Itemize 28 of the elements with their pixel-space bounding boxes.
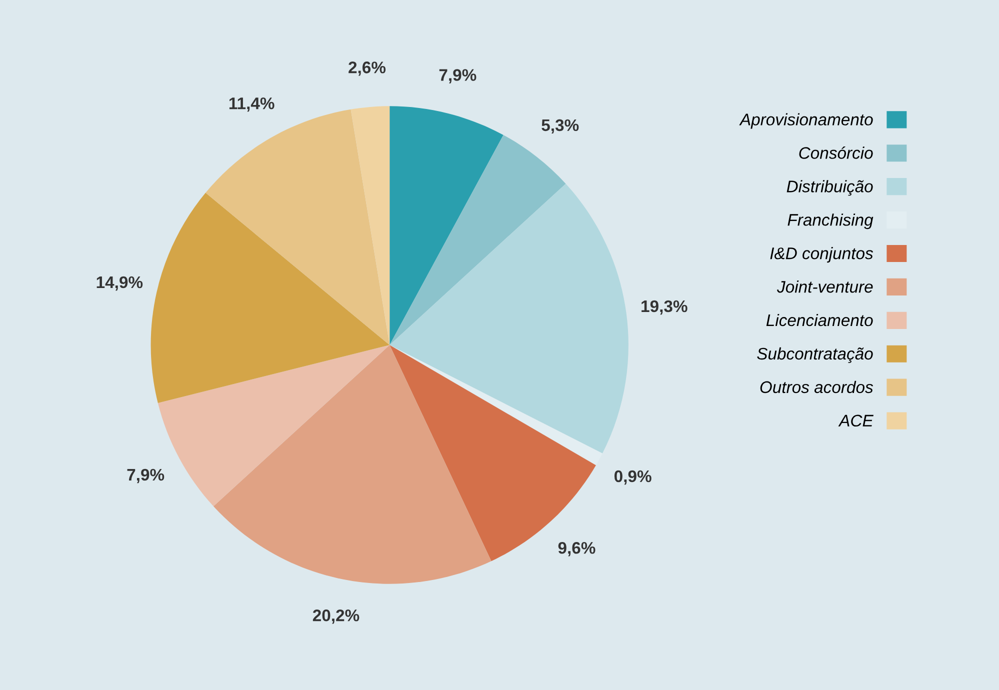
legend-label: Joint-venture xyxy=(776,280,873,293)
legend-label: Licenciamento xyxy=(766,314,873,326)
data-label: 11,4% xyxy=(229,97,274,112)
legend-label: Aprovisionamento xyxy=(739,113,873,129)
pie-slice xyxy=(350,106,390,345)
data-label: 2,6% xyxy=(348,62,386,76)
legend-label: Distribuição xyxy=(786,180,873,196)
pie-slice xyxy=(390,345,596,562)
data-label: 0,9% xyxy=(614,470,652,485)
data-label: 7,9% xyxy=(127,468,164,484)
legend-label: Outros acordos xyxy=(760,380,874,394)
data-label: 14,9% xyxy=(96,276,143,291)
pie-slice xyxy=(390,345,602,466)
legend-label: ACE xyxy=(838,414,874,427)
legend-label: Consórcio xyxy=(799,146,873,159)
data-label: 5,3% xyxy=(542,119,579,134)
data-label: 9,6% xyxy=(558,542,596,556)
pie-slice xyxy=(213,345,492,584)
data-label: 19,3% xyxy=(642,300,688,315)
pie-slice xyxy=(390,134,566,345)
pie-slice xyxy=(150,192,390,403)
pie-slice xyxy=(390,106,504,345)
legend-label: Subcontratação xyxy=(757,347,873,363)
data-label: 7,9% xyxy=(439,69,476,84)
data-label: 20,2% xyxy=(312,609,360,624)
legend-label: I&D conjuntos xyxy=(770,247,874,263)
pie-slice xyxy=(390,184,628,454)
legend-label: Franchising xyxy=(788,214,874,230)
